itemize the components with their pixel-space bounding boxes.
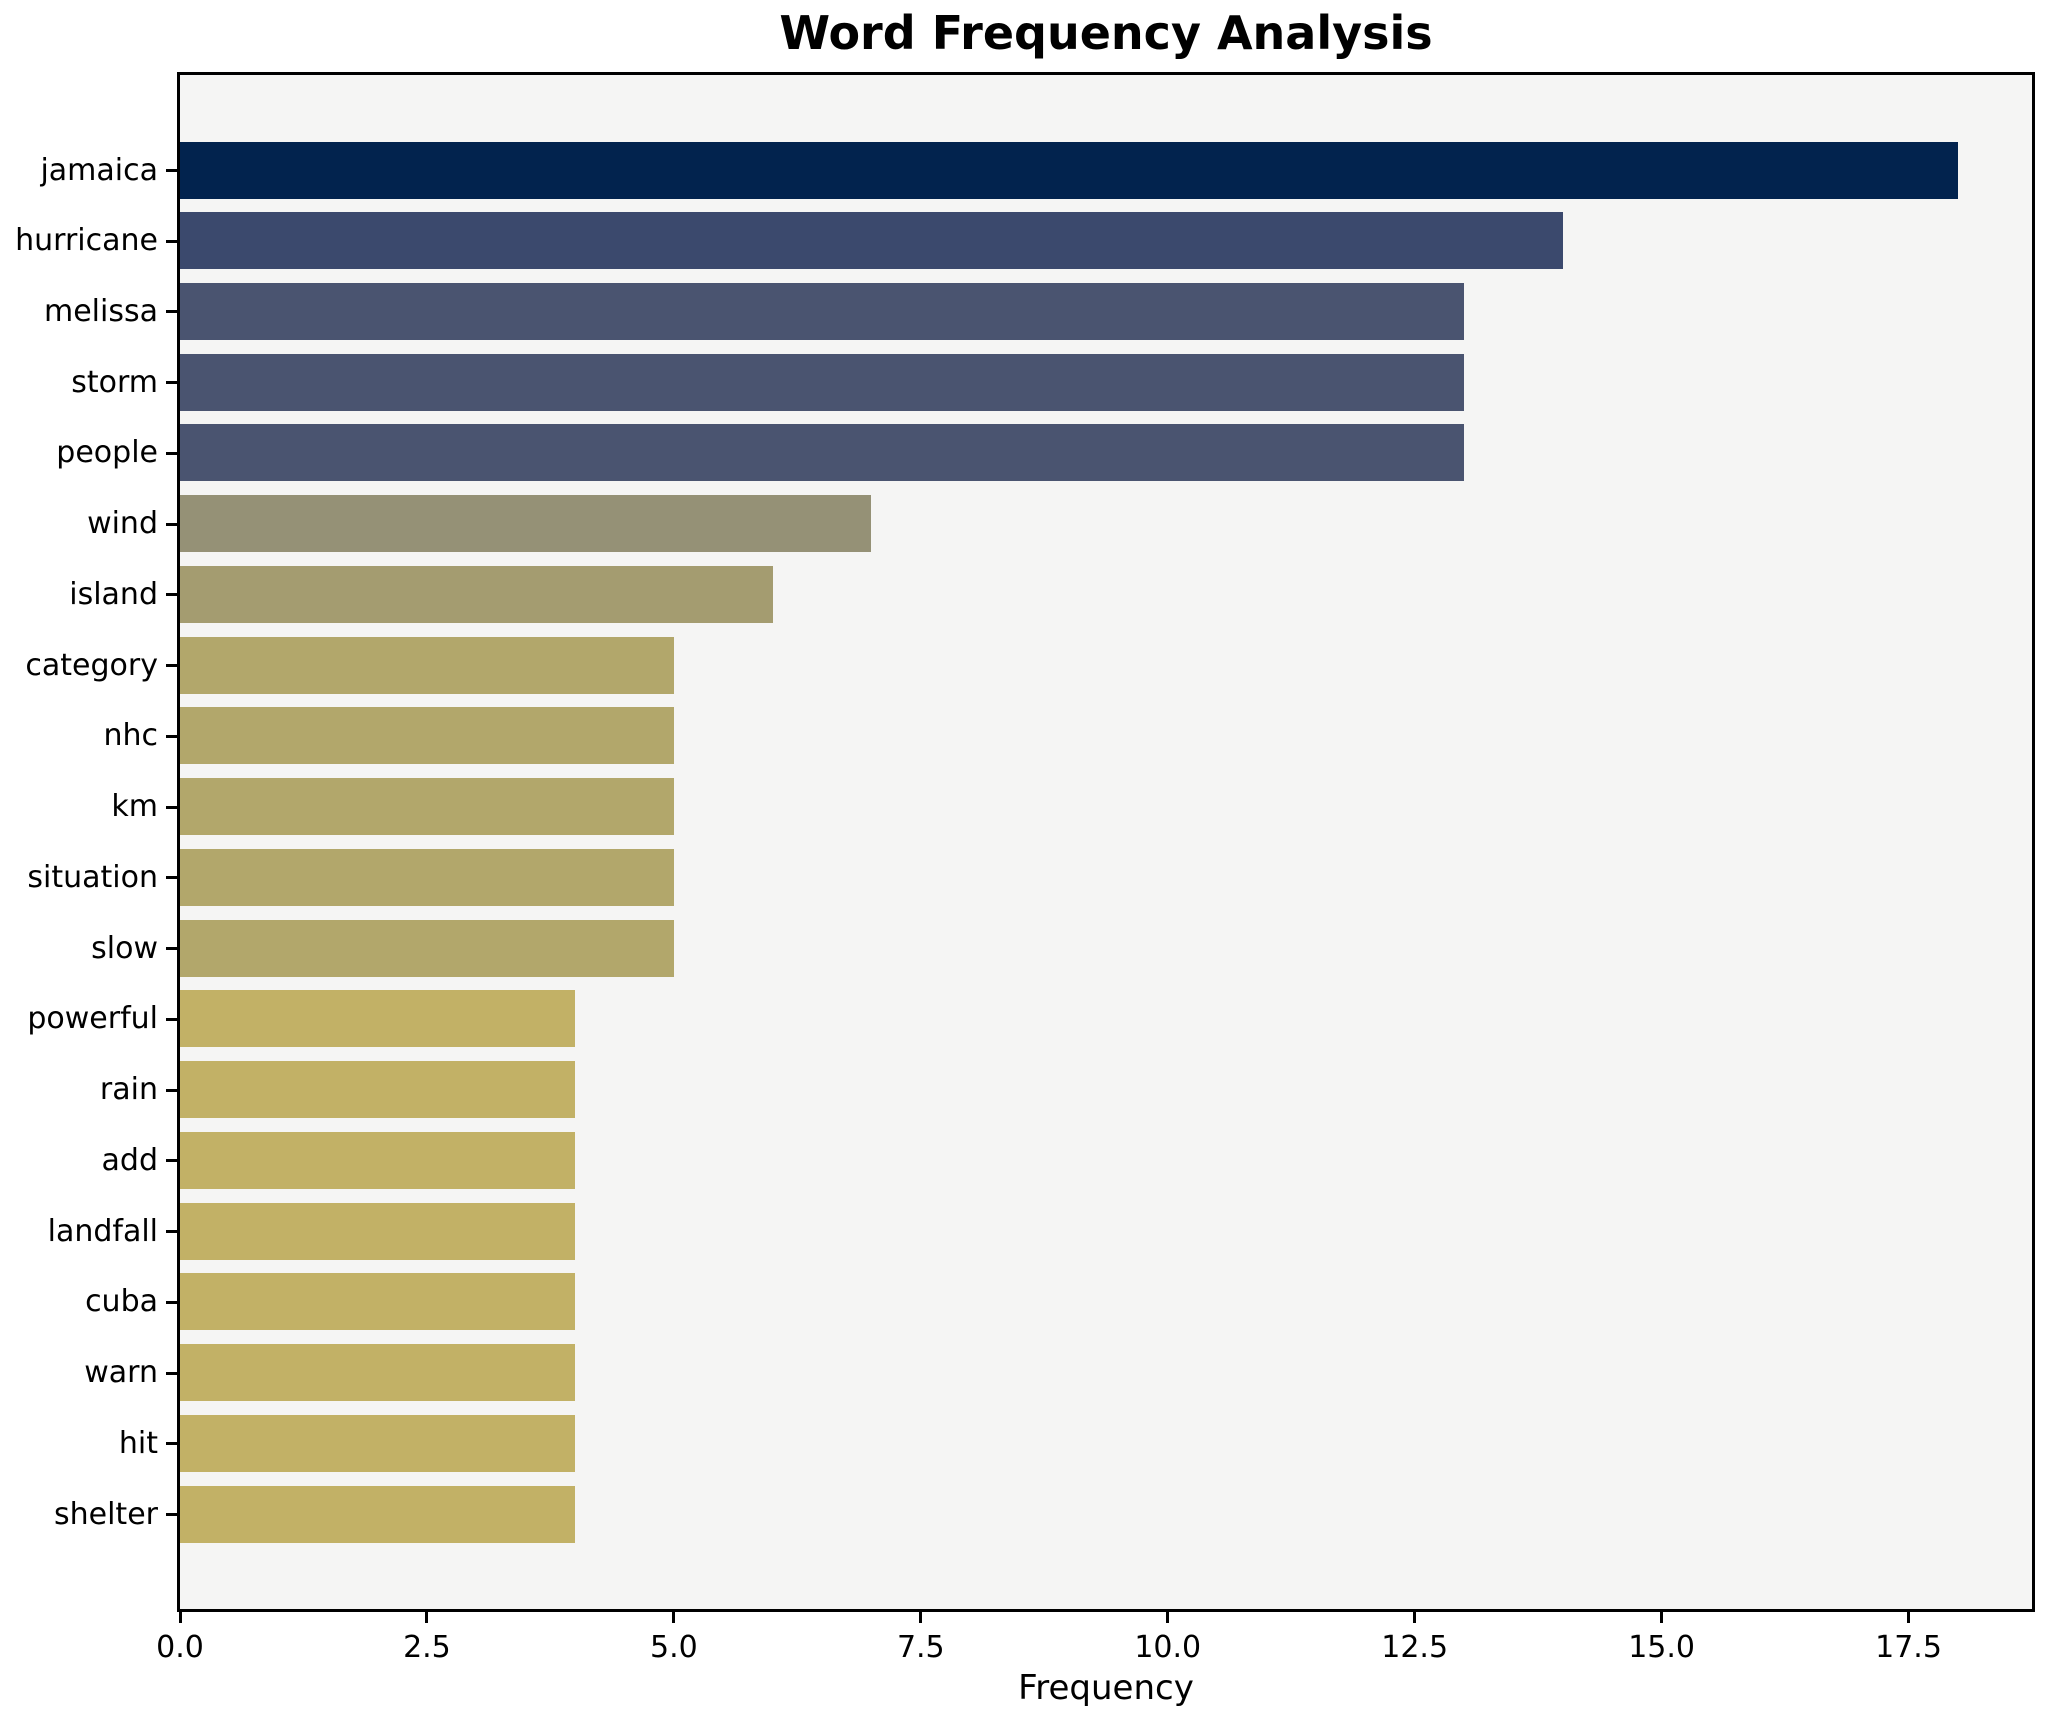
y-tick-label: storm [71, 364, 158, 400]
y-tick-mark [166, 1513, 177, 1516]
x-tick-label: 12.5 [1381, 1630, 1449, 1665]
x-axis-label: Frequency [1018, 1668, 1194, 1708]
y-tick-label: nhc [103, 718, 158, 754]
y-tick-mark [166, 1442, 177, 1446]
x-tick-mark [425, 1612, 429, 1623]
x-tick-label: 2.5 [403, 1630, 451, 1665]
y-tick-mark [166, 593, 177, 597]
bar-km [180, 778, 674, 836]
bar-situation [180, 848, 674, 906]
x-tick-mark [178, 1612, 182, 1623]
y-tick-mark [166, 169, 177, 172]
y-tick-mark [166, 239, 177, 243]
x-tick-label: 15.0 [1628, 1630, 1695, 1665]
bar-powerful [180, 990, 576, 1048]
y-tick-mark [166, 1230, 177, 1234]
bar-wind [180, 495, 872, 553]
y-tick-label: rain [99, 1072, 158, 1108]
y-tick-label: island [69, 576, 158, 612]
bar-hurricane [180, 212, 1563, 270]
y-tick-mark [166, 1017, 177, 1021]
bar-slow [180, 919, 674, 977]
y-tick-label: landfall [47, 1213, 158, 1249]
x-tick-label: 0.0 [156, 1630, 204, 1665]
y-tick-label: category [25, 647, 158, 683]
bar-add [180, 1131, 576, 1189]
y-tick-label: cuba [85, 1284, 158, 1320]
bar-island [180, 565, 773, 623]
bar-melissa [180, 282, 1465, 340]
y-tick-mark [166, 451, 177, 455]
x-tick-mark [672, 1612, 676, 1623]
y-tick-label: hurricane [15, 223, 158, 259]
y-tick-mark [166, 522, 177, 526]
bar-people [180, 424, 1465, 482]
bar-storm [180, 353, 1465, 411]
y-tick-label: powerful [27, 1001, 158, 1037]
bar-nhc [180, 707, 674, 765]
x-tick-mark [1166, 1612, 1170, 1623]
y-tick-label: shelter [54, 1496, 158, 1532]
x-tick-mark [919, 1612, 923, 1623]
y-tick-mark [166, 1159, 177, 1163]
x-tick-label: 5.0 [650, 1630, 698, 1665]
y-tick-label: km [111, 789, 158, 825]
bar-jamaica [180, 141, 1958, 199]
y-tick-label: jamaica [40, 152, 158, 188]
y-tick-mark [166, 664, 177, 668]
y-tick-label: slow [91, 930, 158, 966]
plot-area [177, 72, 2035, 1612]
x-tick-label: 7.5 [896, 1630, 945, 1665]
y-tick-mark [166, 805, 177, 809]
y-tick-mark [166, 734, 177, 738]
y-tick-label: hit [118, 1425, 158, 1461]
y-tick-mark [166, 876, 177, 880]
chart-title: Word Frequency Analysis [779, 6, 1433, 60]
x-tick-mark [1907, 1612, 1911, 1623]
bar-hit [180, 1414, 576, 1472]
y-tick-mark [166, 947, 177, 951]
y-tick-label: add [101, 1142, 158, 1178]
x-tick-label: 10.0 [1134, 1630, 1202, 1665]
y-tick-mark [166, 381, 177, 385]
y-tick-mark [166, 1300, 177, 1304]
bar-category [180, 636, 674, 694]
y-tick-label: people [56, 435, 158, 471]
y-tick-mark [166, 1371, 177, 1375]
x-tick-mark [1413, 1612, 1417, 1623]
y-tick-label: wind [87, 506, 158, 542]
bar-cuba [180, 1273, 576, 1331]
y-tick-label: melissa [44, 293, 158, 329]
bar-rain [180, 1061, 576, 1119]
y-tick-mark [166, 310, 177, 314]
y-tick-mark [166, 1088, 177, 1092]
y-tick-label: warn [84, 1355, 158, 1391]
x-tick-mark [1660, 1612, 1664, 1623]
y-tick-label: situation [27, 859, 158, 895]
bar-shelter [180, 1485, 576, 1543]
bar-warn [180, 1344, 576, 1402]
x-tick-label: 17.5 [1875, 1630, 1942, 1665]
bar-landfall [180, 1202, 576, 1260]
